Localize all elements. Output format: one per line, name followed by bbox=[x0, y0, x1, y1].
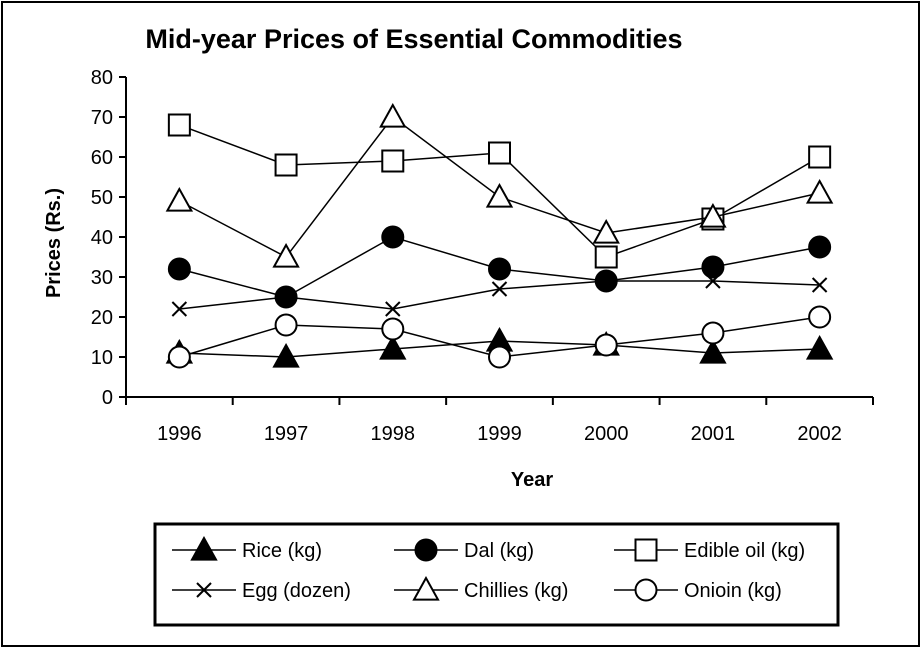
data-point bbox=[699, 202, 727, 228]
legend-marker bbox=[190, 535, 218, 561]
y-tick-label: 80 bbox=[91, 67, 113, 89]
legend-item: Onioin (kg) bbox=[614, 578, 782, 602]
data-point bbox=[485, 182, 514, 208]
legend-label: Chillies (kg) bbox=[464, 580, 568, 602]
legend: Rice (kg) Dal (kg) Edible oil (kg) Egg (doz… bbox=[172, 535, 805, 602]
data-point bbox=[491, 281, 508, 297]
legend-label: Rice (kg) bbox=[242, 540, 322, 562]
x-tick-label: 1997 bbox=[264, 423, 309, 445]
data-point bbox=[808, 235, 832, 259]
data-point bbox=[381, 149, 405, 173]
legend-box bbox=[153, 522, 840, 627]
x-tick-label: 2002 bbox=[797, 423, 842, 445]
legend-label: Egg (dozen) bbox=[242, 580, 351, 602]
data-point bbox=[272, 342, 300, 368]
y-tick-label: 0 bbox=[102, 387, 113, 409]
data-point bbox=[805, 178, 834, 204]
x-tick-label: 1998 bbox=[371, 423, 416, 445]
y-tick-label: 30 bbox=[91, 267, 113, 289]
data-point bbox=[381, 317, 405, 341]
x-tick-label: 2000 bbox=[584, 423, 629, 445]
data-point bbox=[167, 345, 191, 369]
y-tick-label: 10 bbox=[91, 347, 113, 369]
y-tick-label: 20 bbox=[91, 307, 113, 329]
y-tick-label: 60 bbox=[91, 147, 113, 169]
y-tick-label: 50 bbox=[91, 187, 113, 209]
data-point bbox=[805, 334, 834, 360]
legend-item: Dal (kg) bbox=[394, 538, 534, 562]
data-point bbox=[808, 305, 832, 329]
data-point bbox=[488, 257, 511, 281]
legend-marker bbox=[414, 538, 438, 562]
y-axis-title: Prices (Rs.) bbox=[43, 188, 65, 298]
legend-item: Edible oil (kg) bbox=[614, 538, 805, 562]
y-tick-label: 40 bbox=[91, 227, 113, 249]
data-point bbox=[594, 245, 618, 269]
x-tick-label: 1996 bbox=[157, 423, 202, 445]
data-point bbox=[488, 345, 511, 369]
x-tick-label: 1999 bbox=[477, 423, 522, 445]
legend-item: Rice (kg) bbox=[172, 535, 322, 562]
data-point bbox=[379, 102, 407, 128]
data-point bbox=[167, 257, 191, 281]
data-point bbox=[272, 242, 300, 268]
y-tick-label: 70 bbox=[91, 107, 113, 129]
data-point bbox=[278, 289, 294, 305]
legend-item: Chillies (kg) bbox=[394, 575, 568, 602]
data-point bbox=[594, 333, 618, 357]
data-point bbox=[701, 321, 725, 345]
data-point bbox=[381, 225, 405, 249]
data-point bbox=[808, 145, 832, 169]
legend-marker bbox=[634, 578, 658, 602]
series-egg-dozen bbox=[171, 273, 828, 317]
data-point bbox=[165, 186, 194, 212]
data-point bbox=[705, 273, 721, 289]
x-tick-label: 2001 bbox=[691, 423, 736, 445]
data-point bbox=[699, 338, 727, 364]
data-point bbox=[592, 218, 620, 244]
legend-marker bbox=[634, 538, 658, 562]
axes: 0 10 20 30 40 50 60 70 80 1996 1997 1998 1999 2000 200… bbox=[91, 67, 874, 445]
data-point bbox=[379, 334, 407, 360]
data-point bbox=[274, 313, 298, 337]
data-point bbox=[701, 255, 725, 279]
series-layer bbox=[165, 102, 834, 369]
legend-marker bbox=[412, 575, 440, 601]
legend-label: Dal (kg) bbox=[464, 540, 534, 562]
data-point bbox=[274, 153, 298, 177]
legend-label: Onioin (kg) bbox=[684, 580, 782, 602]
legend-label: Edible oil (kg) bbox=[684, 540, 805, 562]
legend-marker bbox=[196, 582, 212, 598]
data-point bbox=[167, 113, 191, 137]
x-axis-title: Year bbox=[511, 469, 553, 491]
data-point bbox=[598, 273, 614, 289]
series-chillies-kg bbox=[165, 102, 834, 268]
data-point bbox=[488, 141, 511, 165]
series-onioin-kg bbox=[167, 305, 832, 369]
chart-title: Mid-year Prices of Essential Commodities bbox=[145, 24, 682, 54]
data-point bbox=[811, 277, 828, 293]
data-point bbox=[385, 301, 401, 317]
legend-item: Egg (dozen) bbox=[172, 580, 351, 602]
data-point bbox=[171, 301, 188, 317]
